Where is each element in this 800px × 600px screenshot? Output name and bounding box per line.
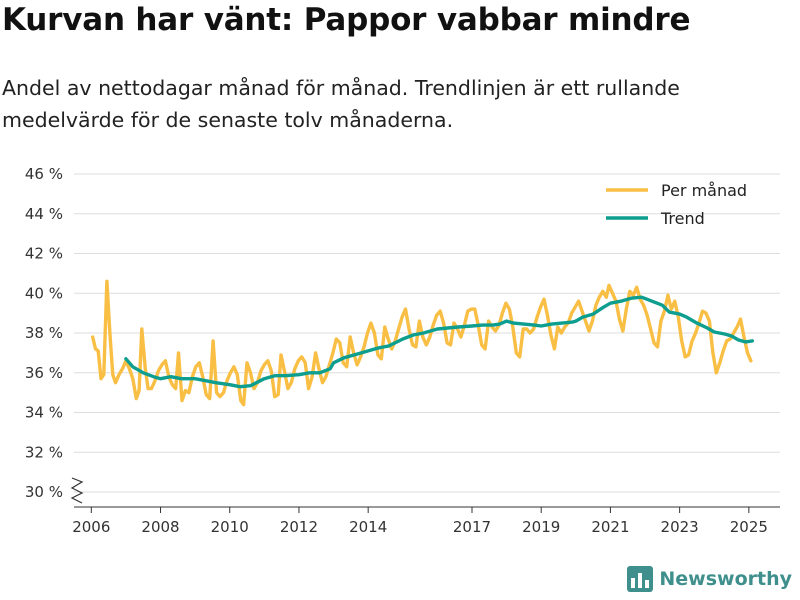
x-tick-label: 2019	[522, 518, 560, 536]
x-tick-label: 2006	[72, 518, 110, 536]
series-lines	[91, 279, 754, 407]
x-tick-label: 2010	[211, 518, 249, 536]
x-tick-label: 2014	[349, 518, 387, 536]
y-tick-label: 32 %	[25, 443, 63, 461]
x-axis: 2006 2008 2010 2012 2014 2017 2019 2021 2023 2025	[72, 506, 780, 536]
x-tick-label: 2017	[453, 518, 491, 536]
y-tick-label: 42 %	[25, 245, 63, 263]
legend-label: Per månad	[661, 181, 747, 200]
series-line-trend	[124, 295, 754, 389]
y-tick-label: 38 %	[25, 324, 63, 342]
legend-label: Trend	[660, 209, 705, 228]
bar-chart-logo-icon	[627, 566, 654, 592]
x-tick-label: 2025	[730, 518, 768, 536]
newsworthy-logo: Newsworthy	[627, 566, 792, 592]
chart-title: Kurvan har vänt: Pappor vabbar mindre	[2, 2, 691, 38]
x-tick-label: 2021	[591, 518, 629, 536]
axis-break-icon	[70, 477, 84, 504]
y-tick-label: 44 %	[25, 205, 63, 223]
x-tick-label: 2023	[661, 518, 699, 536]
y-tick-label: 36 %	[25, 364, 63, 382]
brand-name: Newsworthy	[659, 568, 792, 590]
y-axis: 30 % 32 % 34 % 36 % 38 % 40 % 42 % 44 % 46 %	[25, 165, 84, 504]
x-tick-label: 2012	[280, 518, 318, 536]
y-tick-label: 30 %	[25, 483, 63, 501]
y-tick-label: 46 %	[25, 165, 63, 183]
chart-subtitle: Andel av nettodagar månad för månad. Tre…	[2, 76, 680, 132]
y-tick-label: 34 %	[25, 404, 63, 422]
legend: Per månad Trend	[606, 181, 747, 228]
x-tick-label: 2008	[141, 518, 179, 536]
y-tick-label: 40 %	[25, 284, 63, 302]
